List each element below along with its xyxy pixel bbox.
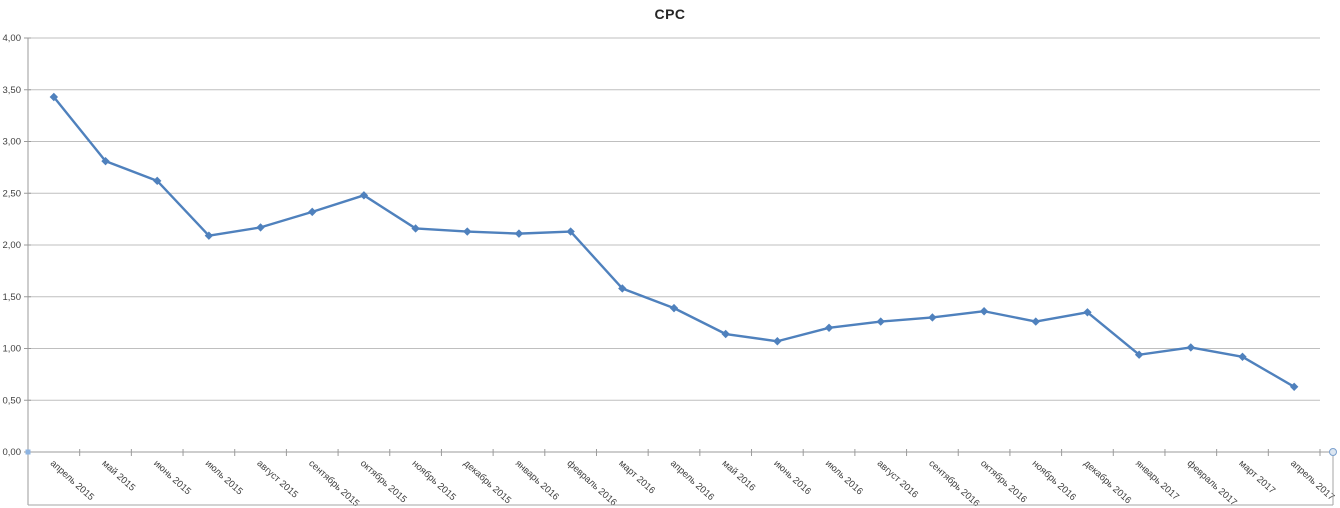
svg-text:февраль 2016: февраль 2016 xyxy=(565,458,619,508)
x-category-label: сентябрь 2016 xyxy=(926,458,981,508)
selection-handle[interactable] xyxy=(1329,448,1337,456)
data-point-marker[interactable] xyxy=(566,227,575,236)
svg-text:октябрь 2015: октябрь 2015 xyxy=(358,458,409,505)
data-point-marker[interactable] xyxy=(308,207,317,217)
selection-handle[interactable] xyxy=(25,449,31,455)
data-point-marker[interactable] xyxy=(824,323,834,332)
data-point-marker[interactable] xyxy=(928,313,937,322)
x-category-label: июль 2015 xyxy=(203,458,245,497)
x-category-label: июнь 2016 xyxy=(771,458,813,497)
svg-text:июнь 2015: июнь 2015 xyxy=(151,458,193,497)
svg-text:март 2016: март 2016 xyxy=(616,458,657,496)
svg-text:сентябрь 2016: сентябрь 2016 xyxy=(926,458,981,508)
data-point-marker[interactable] xyxy=(1031,317,1040,326)
chart-title: CPC xyxy=(654,6,686,22)
x-category-label: март 2016 xyxy=(616,458,657,496)
data-point-marker[interactable] xyxy=(618,284,627,293)
svg-text:апрель 2017: апрель 2017 xyxy=(1288,458,1336,503)
svg-text:апрель 2015: апрель 2015 xyxy=(48,458,96,503)
x-category-label: май 2015 xyxy=(100,458,138,494)
data-point-marker[interactable] xyxy=(153,176,162,186)
svg-text:май 2016: май 2016 xyxy=(720,458,758,494)
data-point-marker[interactable] xyxy=(411,224,420,233)
svg-text:ноябрь 2016: ноябрь 2016 xyxy=(1030,458,1078,503)
x-category-label: июль 2016 xyxy=(823,458,865,497)
data-point-marker[interactable] xyxy=(514,229,524,238)
svg-text:январь 2017: январь 2017 xyxy=(1133,458,1181,503)
data-point-marker[interactable] xyxy=(979,307,989,316)
svg-text:февраль 2017: февраль 2017 xyxy=(1185,458,1239,508)
data-point-marker[interactable] xyxy=(1134,350,1144,359)
x-category-label: октябрь 2015 xyxy=(358,458,409,505)
svg-text:ноябрь 2015: ноябрь 2015 xyxy=(410,458,458,503)
y-tick-label: 1,00 xyxy=(3,344,22,355)
x-category-label: февраль 2016 xyxy=(565,458,619,508)
y-tick-label: 1,50 xyxy=(3,292,22,303)
svg-text:май 2015: май 2015 xyxy=(100,458,138,494)
x-category-label: май 2016 xyxy=(720,458,758,494)
x-category-label: август 2016 xyxy=(875,458,921,501)
svg-text:июль 2016: июль 2016 xyxy=(823,458,865,497)
svg-text:декабрь 2016: декабрь 2016 xyxy=(1081,458,1133,506)
data-point-marker[interactable] xyxy=(669,303,679,313)
x-category-label: ноябрь 2015 xyxy=(410,458,458,503)
y-tick-label: 2,00 xyxy=(3,240,22,251)
data-point-marker[interactable] xyxy=(721,329,730,339)
y-tick-label: 0,50 xyxy=(3,395,22,406)
data-point-marker[interactable] xyxy=(1289,382,1299,391)
data-point-marker[interactable] xyxy=(773,337,782,346)
y-tick-label: 3,50 xyxy=(3,85,22,96)
data-point-marker[interactable] xyxy=(49,92,59,102)
x-category-label: апрель 2016 xyxy=(668,458,716,503)
x-category-label: апрель 2015 xyxy=(48,458,96,503)
x-category-label: декабрь 2015 xyxy=(461,458,513,506)
svg-text:март 2017: март 2017 xyxy=(1236,458,1277,496)
data-point-marker[interactable] xyxy=(1238,352,1247,361)
y-tick-label: 4,00 xyxy=(3,33,22,44)
data-point-marker[interactable] xyxy=(1186,343,1195,352)
x-category-label: сентябрь 2015 xyxy=(306,458,361,508)
svg-text:август 2015: август 2015 xyxy=(255,458,301,501)
svg-text:январь 2016: январь 2016 xyxy=(513,458,561,503)
data-point-marker[interactable] xyxy=(256,223,265,232)
data-point-marker[interactable] xyxy=(1083,308,1092,317)
x-category-label: январь 2017 xyxy=(1133,458,1181,503)
x-category-label: август 2015 xyxy=(255,458,301,501)
x-category-label: апрель 2017 xyxy=(1288,458,1336,503)
svg-text:апрель 2016: апрель 2016 xyxy=(668,458,716,503)
x-category-label: январь 2016 xyxy=(513,458,561,503)
x-category-label: март 2017 xyxy=(1236,458,1277,496)
svg-text:июнь 2016: июнь 2016 xyxy=(771,458,813,497)
x-category-label: ноябрь 2016 xyxy=(1030,458,1078,503)
svg-text:август 2016: август 2016 xyxy=(875,458,921,501)
svg-text:октябрь 2016: октябрь 2016 xyxy=(978,458,1029,505)
data-point-marker[interactable] xyxy=(101,156,110,166)
data-point-marker[interactable] xyxy=(876,317,885,326)
data-point-marker[interactable] xyxy=(204,231,214,240)
data-point-marker[interactable] xyxy=(359,191,369,200)
y-tick-label: 3,00 xyxy=(3,137,22,148)
data-point-marker[interactable] xyxy=(463,227,472,236)
x-category-label: декабрь 2016 xyxy=(1081,458,1133,506)
y-tick-label: 0,00 xyxy=(3,447,22,458)
svg-text:декабрь 2015: декабрь 2015 xyxy=(461,458,513,506)
y-tick-label: 2,50 xyxy=(3,188,22,199)
series-line-cpc[interactable] xyxy=(52,96,1295,388)
svg-text:июль 2015: июль 2015 xyxy=(203,458,245,497)
svg-text:сентябрь 2015: сентябрь 2015 xyxy=(306,458,361,508)
x-category-label: июнь 2015 xyxy=(151,458,193,497)
x-category-label: февраль 2017 xyxy=(1185,458,1239,508)
x-category-label: октябрь 2016 xyxy=(978,458,1029,505)
